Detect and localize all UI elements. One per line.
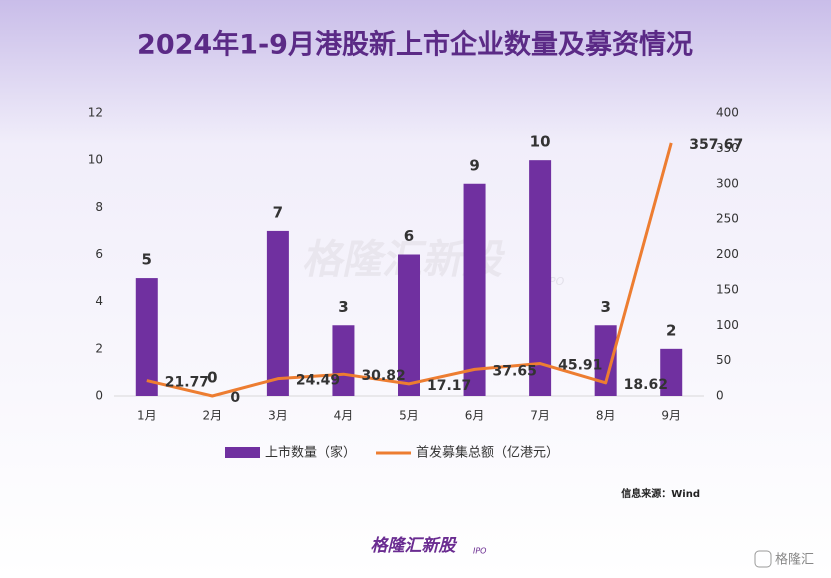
y2-tick-label: 300 <box>716 176 739 190</box>
bar <box>332 325 355 396</box>
line-value-label: 37.65 <box>493 363 537 379</box>
source: 信息来源：Wind <box>621 487 700 500</box>
bar-value-label: 6 <box>404 227 414 245</box>
line-value-label: 18.62 <box>624 377 668 393</box>
y-tick-label: 0 <box>95 389 103 403</box>
bar <box>266 230 289 396</box>
brand: 格隆汇新股 <box>371 536 458 556</box>
line-value-label: 24.49 <box>296 373 340 389</box>
line-value-label: 0 <box>230 390 240 406</box>
bar-value-label: 7 <box>273 203 283 221</box>
x-tick-label: 1月 <box>137 409 157 423</box>
line-value-label: 30.82 <box>361 368 405 384</box>
legend-label: 上市数量（家） <box>265 445 356 461</box>
x-tick-label: 4月 <box>334 409 354 423</box>
y2-tick-label: 100 <box>716 318 739 332</box>
y2-tick-label: 50 <box>716 353 731 367</box>
bar-value-label: 5 <box>142 251 152 269</box>
legend-swatch <box>225 447 260 458</box>
y2-tick-label: 400 <box>716 106 739 120</box>
x-tick-label: 7月 <box>530 409 550 423</box>
y-tick-label: 12 <box>88 106 103 120</box>
y2-tick-label: 200 <box>716 247 739 261</box>
y-tick-label: 2 <box>95 341 103 355</box>
bar <box>594 325 617 396</box>
corner-logo: 格隆汇 <box>775 552 814 568</box>
bar <box>398 254 420 396</box>
bar-value-label: 2 <box>666 321 676 339</box>
bar <box>660 348 683 396</box>
line-value-label: 17.17 <box>427 378 471 394</box>
x-tick-label: 9月 <box>661 409 681 423</box>
line-value-label: 45.91 <box>558 358 602 374</box>
bar-value-label: 9 <box>469 156 479 174</box>
bar <box>135 278 158 396</box>
y2-tick-label: 150 <box>716 282 739 296</box>
y2-tick-label: 0 <box>716 389 724 403</box>
x-tick-label: 6月 <box>465 409 485 423</box>
legend-label: 首发募集总额（亿港元） <box>416 445 559 461</box>
chart-title: 2024年1-9月港股新上市企业数量及募资情况 <box>137 29 693 61</box>
line-value-label: 21.77 <box>165 375 209 391</box>
brand-sub: IPO <box>473 547 486 556</box>
corner-logo-icon <box>754 550 772 568</box>
y-tick-label: 10 <box>88 153 103 167</box>
y-tick-label: 8 <box>95 200 103 214</box>
x-tick-label: 5月 <box>399 409 419 423</box>
bar-value-label: 3 <box>338 298 348 316</box>
bar-value-label: 3 <box>600 298 610 316</box>
x-tick-label: 8月 <box>596 409 616 423</box>
line-value-label: 357.67 <box>689 137 743 153</box>
line <box>146 142 673 398</box>
bar <box>529 160 552 396</box>
bar-value-label: 0 <box>207 369 217 387</box>
y-tick-label: 6 <box>95 247 103 261</box>
y2-tick-label: 250 <box>716 212 739 226</box>
bar-value-label: 10 <box>530 133 551 151</box>
y2-tick-label: 350 <box>716 141 739 155</box>
x-tick-label: 3月 <box>268 409 288 423</box>
y-tick-label: 4 <box>95 294 103 308</box>
x-tick-label: 2月 <box>203 409 223 423</box>
bar <box>463 183 486 396</box>
